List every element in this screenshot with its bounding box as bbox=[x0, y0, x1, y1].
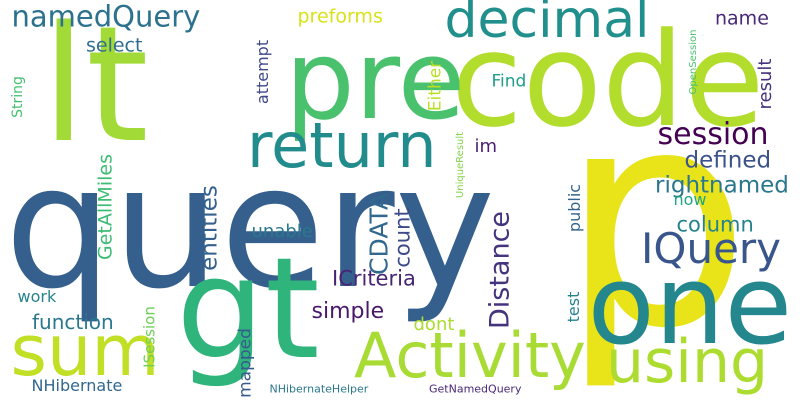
word-attempt: attempt bbox=[253, 39, 273, 105]
word-gt: gt bbox=[176, 228, 320, 391]
word-sum: sum bbox=[10, 310, 160, 392]
word-session: session bbox=[657, 117, 769, 152]
word-entities: entities bbox=[196, 185, 223, 271]
word-using: using bbox=[606, 327, 769, 397]
word-activity: Activity bbox=[354, 319, 586, 392]
word-name: name bbox=[715, 7, 769, 30]
word-iquery: IQuery bbox=[641, 224, 782, 273]
word-one: one bbox=[587, 241, 793, 369]
word-opensession: OpenSession bbox=[687, 29, 699, 95]
word-function: function bbox=[32, 310, 114, 334]
word-now: now bbox=[673, 190, 707, 209]
word-namedquery: namedQuery bbox=[11, 0, 201, 34]
word-p: p bbox=[560, 45, 751, 394]
word-preforms: preforms bbox=[297, 5, 383, 28]
word-test: test bbox=[563, 291, 583, 323]
word-getnamedquery: GetNamedQuery bbox=[429, 382, 522, 396]
word-decimal: decimal bbox=[444, 0, 650, 50]
word-mapped: mapped bbox=[235, 328, 256, 398]
word-find: Find bbox=[491, 71, 527, 92]
word-simple: simple bbox=[311, 299, 385, 324]
word-either: Either bbox=[425, 60, 446, 112]
word-query: query bbox=[4, 129, 496, 327]
word-unable: unable bbox=[251, 221, 313, 242]
word-uniqueresult: UniqueResult bbox=[455, 131, 467, 199]
word-cdata: CDATA bbox=[364, 193, 394, 275]
word-nhibernatehelper: NHibernateHelper bbox=[269, 382, 369, 396]
word-icriteria: ICriteria bbox=[332, 266, 416, 291]
word-dont: dont bbox=[413, 314, 455, 335]
word-pre: pre bbox=[285, 16, 466, 144]
word-result: result bbox=[754, 58, 776, 110]
word-public: public bbox=[565, 183, 585, 233]
word-select: select bbox=[86, 34, 143, 57]
word-work: work bbox=[17, 287, 57, 306]
word-isession: ISession bbox=[140, 306, 159, 368]
word-nhibernate: NHibernate bbox=[31, 376, 123, 395]
word-code: code bbox=[451, 4, 765, 156]
word-rightnamed: rightnamed bbox=[655, 172, 789, 199]
word-getallmiles: GetAllMiles bbox=[94, 154, 117, 260]
word-distance: Distance bbox=[484, 210, 516, 330]
word-count: count bbox=[390, 208, 415, 268]
word-column: column bbox=[676, 212, 754, 237]
word-defined: defined bbox=[684, 147, 772, 174]
word-im: im bbox=[474, 136, 498, 157]
word-string: String bbox=[9, 76, 26, 118]
word-return: return bbox=[247, 109, 437, 182]
word-lt: lt bbox=[41, 0, 149, 178]
